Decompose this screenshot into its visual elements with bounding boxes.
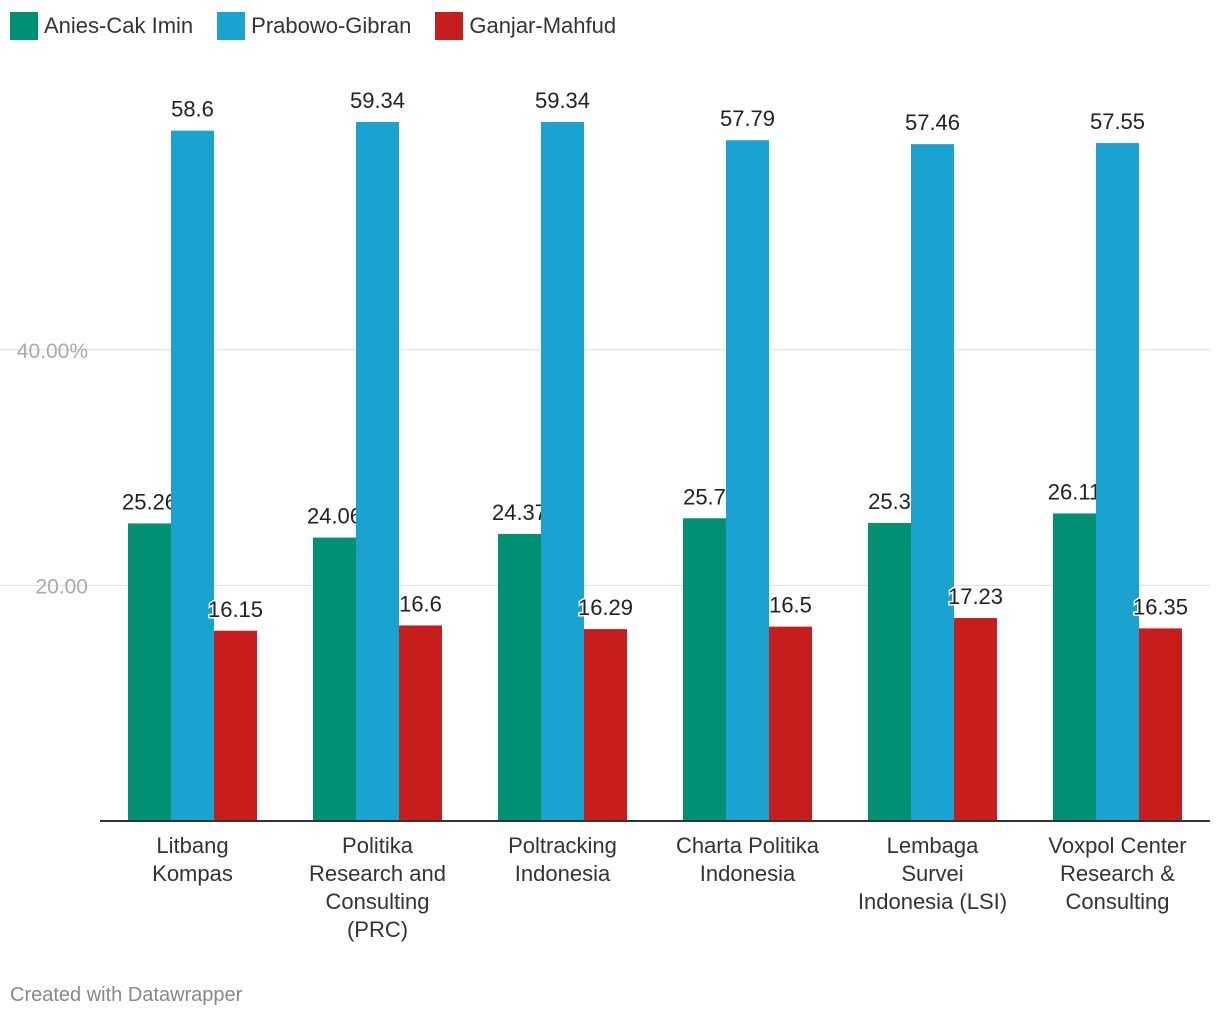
data-label: 24.06 <box>307 504 362 529</box>
data-label: 26.11 <box>1048 479 1101 504</box>
x-tick-label-line: Research and <box>309 861 446 886</box>
x-tick-label-line: Survei <box>901 861 964 886</box>
bar-ganjar-mahfud <box>769 626 812 821</box>
data-label: 57.46 <box>905 110 960 135</box>
y-tick-label: 20.00 <box>35 575 88 598</box>
x-tick-label: Poltracking Indonesia <box>473 832 653 888</box>
data-label: 24.37 <box>492 500 547 525</box>
x-tick-label: Politika Research and Consulting (PRC) <box>288 832 468 944</box>
bar-prabowo-gibran <box>171 130 214 821</box>
legend-item: Ganjar-Mahfud <box>435 12 616 40</box>
data-label: 59.34 <box>350 88 405 113</box>
footer-credit: Created with Datawrapper <box>10 984 243 1006</box>
legend-label: Prabowo-Gibran <box>251 13 412 38</box>
data-label: 25.7 <box>683 484 726 509</box>
x-tick-label: Charta Politika Indonesia <box>658 832 838 888</box>
x-tick-label-line: Indonesia (LSI) <box>857 889 1008 914</box>
data-label: 16.6 <box>399 591 442 616</box>
bar-anies-cak-imin <box>683 518 726 821</box>
x-tick-label: Litbang Kompas <box>103 832 283 888</box>
data-label: 17.23 <box>948 584 1003 609</box>
x-tick-label-line: Lembaga <box>886 833 979 858</box>
data-label: 16.29 <box>578 595 633 620</box>
x-tick-label-line: Indonesia <box>514 861 611 886</box>
x-tick-label-line: Kompas <box>152 861 233 886</box>
bar-prabowo-gibran <box>726 140 769 822</box>
bar-anies-cak-imin <box>498 533 541 821</box>
y-tick-label: 40.00% <box>17 340 88 363</box>
legend-label: Ganjar-Mahfud <box>469 13 617 38</box>
x-tick-label-line: Litbang <box>156 833 229 858</box>
data-label: 16.15 <box>208 597 263 622</box>
data-label: 57.79 <box>720 106 775 131</box>
legend-item: Anies-Cak Imin <box>10 12 193 40</box>
x-tick-label-line: Voxpol Center <box>1048 833 1187 858</box>
bar-prabowo-gibran <box>911 144 954 821</box>
data-label: 25.26 <box>122 489 177 514</box>
x-tick-label-line: Research & <box>1060 861 1175 886</box>
legend-item: Prabowo-Gibran <box>217 12 411 40</box>
bar-prabowo-gibran <box>356 121 399 822</box>
bar-anies-cak-imin <box>128 523 171 821</box>
x-tick-label-line: Consulting <box>325 889 430 914</box>
bar-ganjar-mahfud <box>1139 628 1182 821</box>
bar-anies-cak-imin <box>1053 513 1096 821</box>
bar-prabowo-gibran <box>541 121 584 822</box>
legend-swatch <box>10 12 38 40</box>
legend: Anies-Cak Imin Prabowo-Gibran Ganjar-Mahfu… <box>10 12 616 40</box>
x-tick-label-line: Indonesia <box>699 861 796 886</box>
bar-prabowo-gibran <box>1096 143 1139 821</box>
legend-swatch <box>435 12 464 40</box>
x-tick-label-line: Consulting <box>1065 889 1170 914</box>
bar-ganjar-mahfud <box>954 618 997 821</box>
data-label: 58.6 <box>171 97 214 122</box>
x-tick-label-line: Politika <box>342 833 413 858</box>
x-tick-label-line: (PRC) <box>346 917 409 942</box>
legend-label: Anies-Cak Imin <box>44 13 194 38</box>
data-label: 59.34 <box>535 88 590 113</box>
data-label: 25.3 <box>868 489 911 514</box>
data-label: 16.5 <box>769 593 812 618</box>
x-tick-label-line: Poltracking <box>508 833 617 858</box>
x-tick-label-line: Charta Politika <box>675 833 820 858</box>
x-tick-label: Lembaga Survei Indonesia (LSI) <box>843 832 1023 916</box>
bar-ganjar-mahfud <box>214 630 257 821</box>
bar-anies-cak-imin <box>868 522 911 821</box>
bar-ganjar-mahfud <box>399 625 442 821</box>
data-label: 57.55 <box>1090 109 1145 134</box>
x-tick-label: Voxpol Center Research & Consulting <box>1028 832 1208 916</box>
bar-anies-cak-imin <box>313 537 356 821</box>
data-label: 16.35 <box>1133 594 1188 619</box>
bar-ganjar-mahfud <box>584 629 627 821</box>
legend-swatch <box>217 12 246 40</box>
